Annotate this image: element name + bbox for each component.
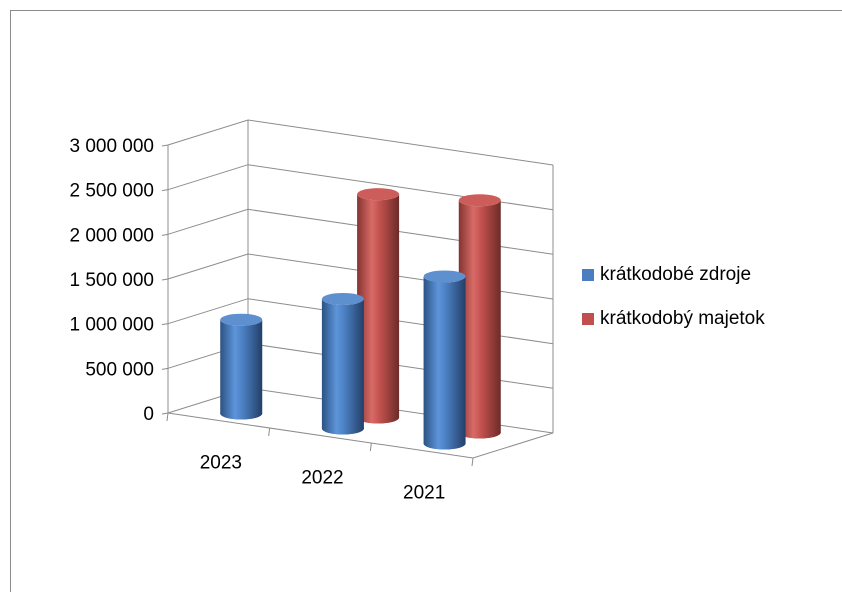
legend-label-series-1: krátkodobé zdroje <box>600 264 752 285</box>
x-tick-label-2: 2021 <box>403 483 445 504</box>
y-tick-label-6: 3 000 000 <box>69 136 154 157</box>
bar-1-2021 <box>423 270 466 450</box>
legend-label-series-2: krátkodobý majetok <box>600 308 765 329</box>
y-tick-label-5: 2 500 000 <box>69 181 154 202</box>
y-tick-mark-0 <box>161 412 169 415</box>
x-tick-mark-1 <box>268 427 271 437</box>
bar-1-2023 <box>220 313 263 420</box>
bar-2-2021 <box>458 194 501 439</box>
gridline-6 <box>167 119 554 166</box>
bar-body <box>458 200 501 439</box>
y-tick-mark-1 <box>161 367 169 370</box>
x-tick-label-1: 2022 <box>301 468 343 489</box>
bars <box>220 188 501 450</box>
chart-frame <box>10 10 842 592</box>
x-tick-mark-2 <box>369 442 372 452</box>
y-tick-label-1: 500 000 <box>85 359 154 380</box>
bar-body <box>357 194 400 424</box>
bar-body <box>423 276 466 450</box>
tick-labels: 0 500 000 1 000 000 1 500 000 2 000 000 2 500… <box>69 136 445 504</box>
legend: krátkodobé zdroje krátkodobý majetok <box>582 262 765 350</box>
y-tick-mark-3 <box>161 278 169 281</box>
legend-item-series-1: krátkodobé zdroje <box>582 262 765 288</box>
legend-item-series-2: krátkodobý majetok <box>582 306 765 332</box>
bar-body <box>220 319 263 420</box>
y-tick-label-2: 1 000 000 <box>69 315 154 336</box>
x-tick-mark-0 <box>166 412 169 422</box>
axes <box>161 120 554 467</box>
legend-swatch-series-1 <box>582 269 594 281</box>
bar-2-2022 <box>357 188 400 424</box>
y-tick-label-4: 2 000 000 <box>69 225 154 246</box>
y-tick-mark-6 <box>161 144 169 147</box>
y-tick-mark-5 <box>161 189 169 192</box>
y-tick-mark-2 <box>161 323 169 326</box>
x-tick-mark-3 <box>471 457 474 467</box>
bar-1-2022 <box>321 292 364 435</box>
bar-top <box>423 270 466 283</box>
bar-body <box>321 298 364 435</box>
bar-top <box>321 292 364 305</box>
x-tick-label-0: 2023 <box>200 453 242 474</box>
y-tick-label-3: 1 500 000 <box>69 270 154 291</box>
y-tick-mark-4 <box>161 233 169 236</box>
bar-top <box>458 194 501 207</box>
legend-swatch-series-2 <box>582 313 594 325</box>
y-tick-label-0: 0 <box>143 404 154 425</box>
bar-top <box>357 188 400 201</box>
bar-top <box>220 313 263 326</box>
